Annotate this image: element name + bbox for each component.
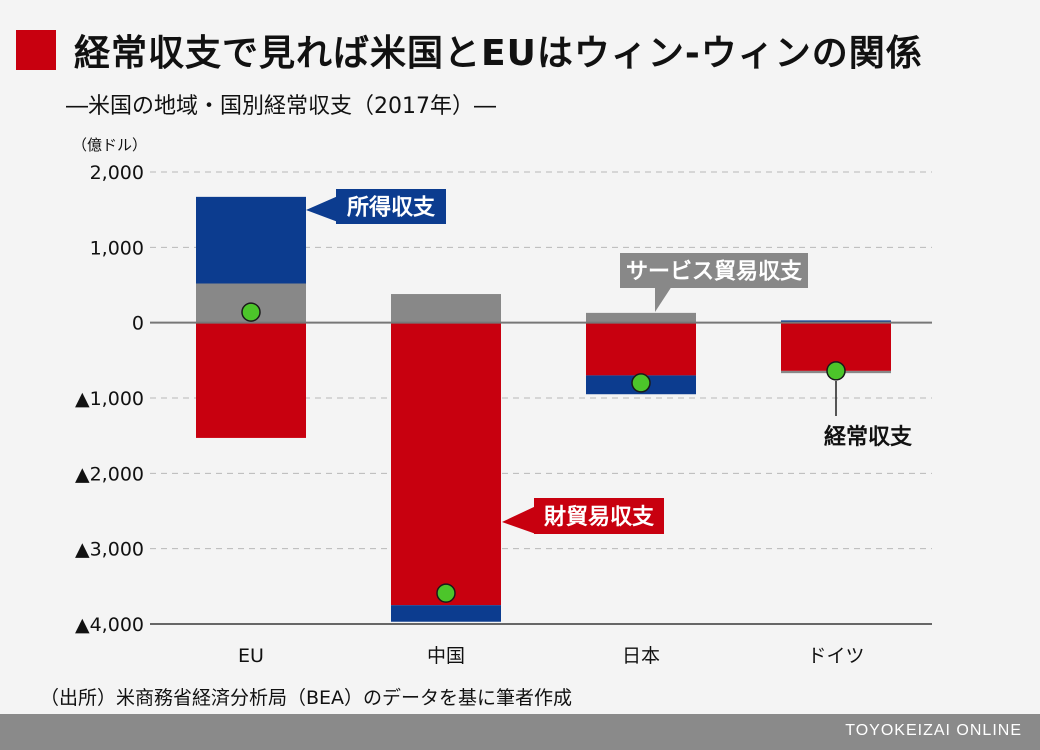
bar-services (391, 294, 501, 323)
bar-services (586, 312, 696, 323)
chart-title: 経常収支で見れば米国とEUはウィン-ウィンの関係 (74, 33, 923, 74)
callout-goods-box (534, 498, 664, 534)
current-account-point (436, 583, 456, 603)
x-tick-label: EU (238, 645, 264, 667)
bar-income (196, 196, 306, 284)
callout-goods-pointer (502, 506, 536, 534)
bar-income (781, 320, 891, 323)
chart-area: （億ドル） 2,000 1,000 0 ▲1,000 ▲2,000 ▲3,000 ▲4,000… (72, 136, 932, 667)
footer-brand: TOYOKEIZAI ONLINE (845, 722, 1022, 739)
x-tick-label: 中国 (427, 645, 465, 667)
title-bar: 経常収支で見れば米国とEUはウィン-ウィンの関係 (16, 24, 923, 76)
bar-goods (196, 322, 306, 438)
callout-income-box (336, 189, 446, 224)
bar-goods (391, 322, 501, 606)
callout-services-pointer (655, 286, 672, 312)
y-tick-label: 0 (132, 313, 144, 335)
y-unit-label: （億ドル） (72, 136, 147, 154)
callout-goods-text: 財貿易収支 (544, 505, 655, 530)
chart-subtitle: ―米国の地域・国別経常収支（2017年）― (66, 94, 496, 119)
current-account-point (241, 302, 261, 322)
y-tick-label: ▲2,000 (75, 463, 144, 485)
current-account-point (826, 361, 846, 381)
callout-services-text: サービス貿易収支 (626, 260, 803, 285)
bar-goods (586, 322, 696, 376)
source-note: （出所）米商務省経済分析局（BEA）のデータを基に筆者作成 (40, 687, 573, 709)
title-square-marker (16, 30, 56, 70)
x-tick-label: 日本 (622, 645, 660, 667)
bar-income (391, 605, 501, 622)
callout-income-pointer (306, 196, 338, 222)
y-tick-label: ▲1,000 (75, 388, 144, 410)
y-tick-label: ▲4,000 (75, 614, 144, 636)
callout-income-text: 所得収支 (347, 195, 436, 221)
footer-bar: TOYOKEIZAI ONLINE (0, 714, 1040, 750)
y-tick-label: 1,000 (90, 237, 144, 259)
current-account-point (631, 373, 651, 393)
x-tick-label: ドイツ (807, 645, 864, 667)
callout-current-text: 経常収支 (824, 424, 913, 450)
y-tick-label: ▲3,000 (75, 539, 144, 561)
callout-services-box (620, 253, 808, 288)
y-tick-label: 2,000 (90, 162, 144, 184)
